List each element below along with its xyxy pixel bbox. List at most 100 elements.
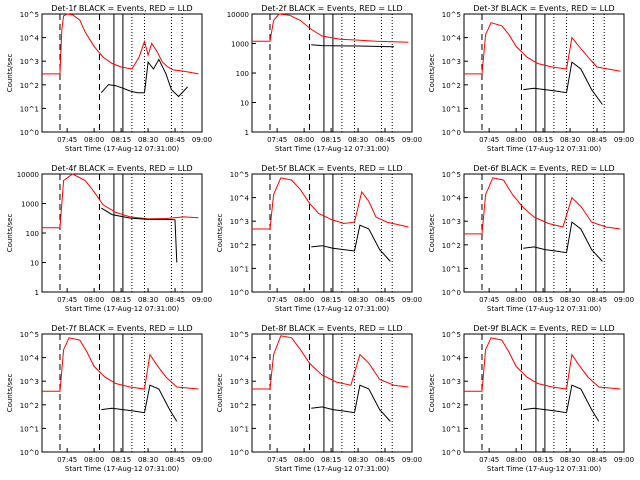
- y-axis-label: Counts/sec: [428, 54, 436, 93]
- panel-title: Det-3f BLACK = Events, RED = LLD: [473, 4, 614, 13]
- x-axis-label: Start Time (17-Aug-12 07:31:00): [275, 145, 389, 153]
- x-tick-label: 09:00: [192, 136, 212, 144]
- x-tick-label: 07:45: [479, 296, 499, 304]
- detector-panel-8: Det-8f BLACK = Events, RED = LLD 10^0 10^1…: [216, 324, 422, 473]
- x-tick-label: 08:45: [375, 456, 395, 464]
- y-tick-label: 10^5: [230, 331, 249, 339]
- plot-frame: [251, 13, 413, 133]
- x-tick-label: 09:00: [402, 296, 422, 304]
- y-axis-label: Counts/sec: [216, 374, 224, 413]
- y-tick-label: 100: [236, 70, 249, 78]
- y-tick-label: 10^4: [230, 195, 250, 203]
- lld-series-line: [252, 177, 409, 230]
- x-tick-label: 08:00: [294, 136, 314, 144]
- y-tick-label: 10000: [227, 11, 249, 19]
- x-tick-label: 08:15: [111, 136, 131, 144]
- x-tick-label: 07:45: [57, 456, 77, 464]
- detector-panel-6: Det-6f BLACK = Events, RED = LLD 10^0 10^1…: [428, 164, 634, 313]
- x-tick-label: 07:45: [479, 456, 499, 464]
- y-tick-label: 10^5: [230, 171, 249, 179]
- plot-frame: [251, 173, 413, 293]
- y-tick-label: 10^0: [442, 129, 461, 137]
- x-axis-label: Start Time (17-Aug-12 07:31:00): [487, 145, 601, 153]
- x-tick-label: 08:15: [533, 456, 553, 464]
- y-axis-label: Counts/sec: [6, 374, 14, 413]
- y-tick-label: 10^5: [442, 11, 461, 19]
- x-tick-label: 09:00: [192, 456, 212, 464]
- y-tick-label: 10^5: [442, 171, 461, 179]
- y-tick-label: 1000: [21, 201, 39, 209]
- detector-panel-3: Det-3f BLACK = Events, RED = LLD 10^0 10^1…: [428, 4, 634, 153]
- y-tick-label: 1: [245, 129, 249, 137]
- events-series-line: [101, 207, 178, 263]
- x-axis-label: Start Time (17-Aug-12 07:31:00): [65, 465, 179, 473]
- x-tick-label: 08:30: [348, 136, 368, 144]
- detector-panel-4: Det-4f BLACK = Events, RED = LLD 1 10 100 10…: [6, 164, 212, 313]
- x-axis-label: Start Time (17-Aug-12 07:31:00): [275, 305, 389, 313]
- x-tick-label: 08:15: [111, 296, 131, 304]
- lld-series-line: [252, 335, 409, 390]
- y-tick-label: 10^0: [230, 449, 249, 457]
- plot-frame: [463, 13, 625, 133]
- y-tick-label: 10^3: [20, 378, 39, 386]
- x-tick-label: 07:45: [267, 456, 287, 464]
- x-tick-label: 08:15: [321, 296, 341, 304]
- detector-panel-9: Det-9f BLACK = Events, RED = LLD 10^0 10^1…: [428, 324, 634, 473]
- y-tick-label: 10^2: [230, 242, 249, 250]
- x-axis-label: Start Time (17-Aug-12 07:31:00): [487, 465, 601, 473]
- y-tick-label: 10^0: [442, 289, 461, 297]
- y-tick-label: 10^1: [442, 105, 461, 113]
- y-axis-label: Counts/sec: [6, 54, 14, 93]
- x-tick-label: 08:00: [506, 136, 526, 144]
- x-tick-label: 08:45: [375, 296, 395, 304]
- x-tick-label: 07:45: [57, 296, 77, 304]
- x-tick-label: 08:45: [587, 136, 607, 144]
- y-tick-label: 100: [26, 230, 39, 238]
- y-tick-label: 10^4: [442, 35, 462, 43]
- plot-frame: [41, 173, 203, 293]
- events-series-line: [311, 224, 391, 262]
- lld-series-line: [464, 22, 621, 75]
- x-tick-label: 08:15: [533, 296, 553, 304]
- panel-title: Det-8f BLACK = Events, RED = LLD: [261, 324, 402, 333]
- x-tick-label: 07:45: [267, 136, 287, 144]
- x-tick-label: 08:45: [587, 456, 607, 464]
- y-tick-label: 1000: [231, 41, 249, 49]
- events-series-line: [523, 384, 600, 422]
- x-axis-label: Start Time (17-Aug-12 07:31:00): [65, 305, 179, 313]
- y-tick-label: 10^0: [230, 289, 249, 297]
- y-tick-label: 10^4: [20, 35, 40, 43]
- y-tick-label: 10^1: [442, 425, 461, 433]
- y-tick-label: 10000: [17, 171, 39, 179]
- y-tick-label: 10^0: [20, 449, 39, 457]
- x-tick-label: 08:45: [165, 136, 185, 144]
- x-tick-label: 09:00: [402, 456, 422, 464]
- y-tick-label: 10^2: [20, 402, 39, 410]
- x-tick-label: 09:00: [192, 296, 212, 304]
- y-tick-label: 10: [30, 260, 39, 268]
- x-tick-label: 08:15: [321, 136, 341, 144]
- lld-series-line: [252, 13, 409, 43]
- x-tick-label: 09:00: [402, 136, 422, 144]
- panel-title: Det-9f BLACK = Events, RED = LLD: [473, 324, 614, 333]
- events-series-line: [311, 384, 391, 422]
- detector-panel-7: Det-7f BLACK = Events, RED = LLD 10^0 10^1…: [6, 324, 212, 473]
- events-series-line: [311, 44, 395, 48]
- x-axis-label: Start Time (17-Aug-12 07:31:00): [65, 145, 179, 153]
- x-tick-label: 08:30: [348, 456, 368, 464]
- x-tick-label: 08:00: [84, 296, 104, 304]
- events-series-line: [523, 61, 603, 105]
- plot-frame: [251, 333, 413, 453]
- plot-frame: [463, 173, 625, 293]
- plot-frame: [463, 333, 625, 453]
- y-tick-label: 10^1: [20, 425, 39, 433]
- lld-series-line: [464, 337, 621, 392]
- y-tick-label: 10^1: [442, 265, 461, 273]
- y-axis-label: Counts/sec: [428, 214, 436, 253]
- x-tick-label: 08:00: [506, 296, 526, 304]
- y-tick-label: 10^5: [20, 331, 39, 339]
- x-tick-label: 08:00: [84, 456, 104, 464]
- y-tick-label: 10^1: [230, 265, 249, 273]
- y-tick-label: 1: [35, 289, 39, 297]
- x-tick-label: 08:30: [348, 296, 368, 304]
